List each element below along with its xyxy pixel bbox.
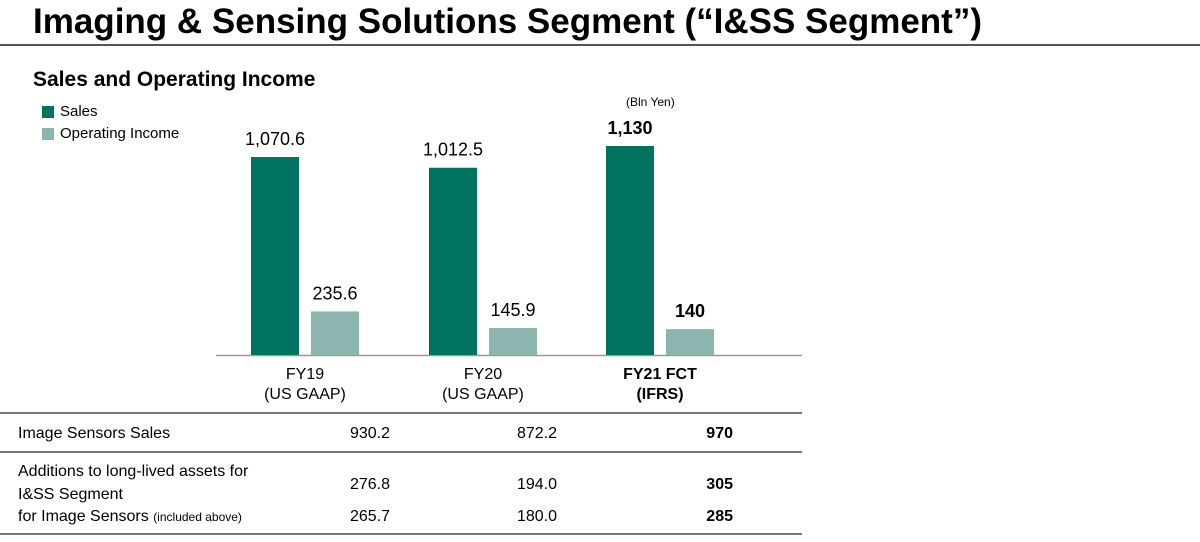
table-cell: 276.8	[349, 476, 390, 493]
table-cell: 180.0	[516, 508, 557, 525]
sales-swatch	[42, 105, 54, 118]
operating-income-swatch	[42, 127, 54, 140]
x-tick-line: (IFRS)	[636, 386, 684, 403]
legend-label: Operating Income	[60, 125, 180, 142]
operating-income-bar	[311, 311, 359, 355]
legend-label: Sales	[60, 103, 98, 120]
legend-item-sales: Sales	[42, 103, 98, 120]
table-cell: 194.0	[516, 476, 557, 493]
data-label: 1,070.6	[245, 129, 305, 149]
chart-title: Sales and Operating Income	[33, 68, 316, 91]
data-label: 1,130	[607, 118, 652, 138]
table-divider	[0, 533, 802, 535]
row-label: Additions to long-lived assets for	[18, 463, 249, 480]
sales-bar	[251, 157, 299, 355]
table-cell: 285	[706, 508, 733, 525]
operating-income-bar	[666, 329, 714, 355]
x-tick-label: FY19 (US GAAP)	[225, 365, 385, 405]
row-label-text: for Image Sensors	[18, 508, 149, 525]
x-tick-label: FY20 (US GAAP)	[403, 365, 563, 405]
operating-income-bar	[489, 328, 537, 355]
x-tick-line: (US GAAP)	[442, 386, 524, 403]
sales-bar	[606, 146, 654, 355]
x-tick-line: FY21 FCT	[623, 366, 697, 383]
table-cell: 872.2	[516, 425, 557, 442]
x-tick-line: (US GAAP)	[264, 386, 346, 403]
x-tick-line: FY20	[463, 366, 503, 383]
data-label: 145.9	[490, 300, 535, 320]
data-label: 235.6	[312, 283, 357, 303]
unit-label: (Bln Yen)	[626, 95, 675, 109]
row-label: Image Sensors Sales	[18, 425, 171, 442]
table-divider	[0, 451, 802, 453]
sales-bar	[429, 167, 477, 355]
data-label: 140	[675, 301, 705, 321]
table-cell: 970	[706, 425, 733, 442]
table-divider	[0, 412, 802, 414]
x-tick-label: FY21 FCT (IFRS)	[580, 365, 740, 405]
legend-item-operating-income: Operating Income	[42, 125, 179, 142]
table-cell: 265.7	[349, 508, 390, 525]
page-title: Imaging & Sensing Solutions Segment (“I&…	[33, 2, 982, 41]
row-note: (included above)	[153, 510, 242, 524]
row-label: for Image Sensors (included above)	[18, 508, 242, 526]
row-label: I&SS Segment	[18, 486, 123, 503]
data-label: 1,012.5	[423, 140, 483, 160]
title-divider	[0, 44, 1200, 46]
table-cell: 305	[706, 476, 733, 493]
table-cell: 930.2	[349, 425, 390, 442]
x-tick-line: FY19	[285, 366, 325, 383]
